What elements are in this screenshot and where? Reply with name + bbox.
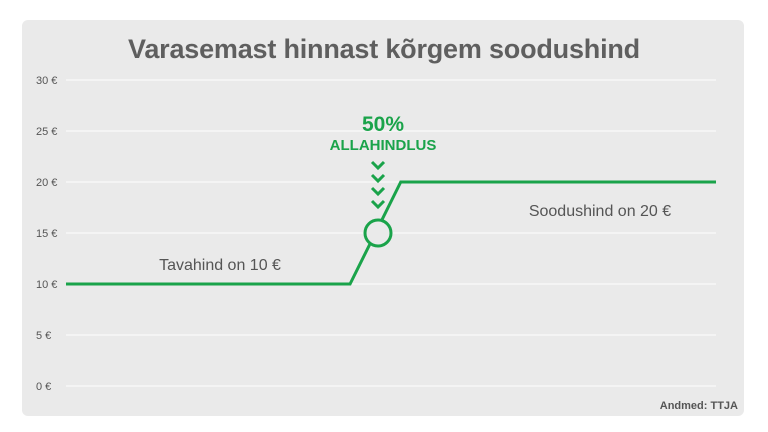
chevron-down-icon — [370, 186, 386, 197]
annotations: 50%ALLAHINDLUS Tavahind on 10 € Soodushind… — [159, 113, 671, 274]
y-tick-label: 30 € — [36, 75, 57, 87]
source-note: Andmed: TTJA — [659, 400, 738, 412]
y-axis-ticks: 0 € 5 € 10 € 15 € 20 € 25 € 30 € — [36, 75, 57, 393]
y-tick-label: 20 € — [36, 177, 57, 189]
discount-marker — [363, 218, 393, 248]
y-tick-label: 5 € — [36, 330, 51, 342]
y-tick-label: 10 € — [36, 279, 57, 291]
y-tick-label: 25 € — [36, 126, 57, 138]
chevron-down-icon — [370, 199, 386, 210]
chevron-down-icon — [370, 160, 386, 171]
y-tick-label: 0 € — [36, 381, 51, 393]
discount-value: 50% — [362, 113, 404, 136]
chart-title: Varasemast hinnast kõrgem soodushind — [128, 34, 640, 64]
regular-price-label: Tavahind on 10 € — [159, 257, 281, 274]
y-tick-label: 15 € — [36, 228, 57, 240]
discount-label: ALLAHINDLUS — [330, 137, 437, 154]
sale-price-label: Soodushind on 20 € — [529, 203, 671, 220]
chevron-down-icon — [370, 173, 386, 184]
gridlines — [66, 79, 716, 387]
